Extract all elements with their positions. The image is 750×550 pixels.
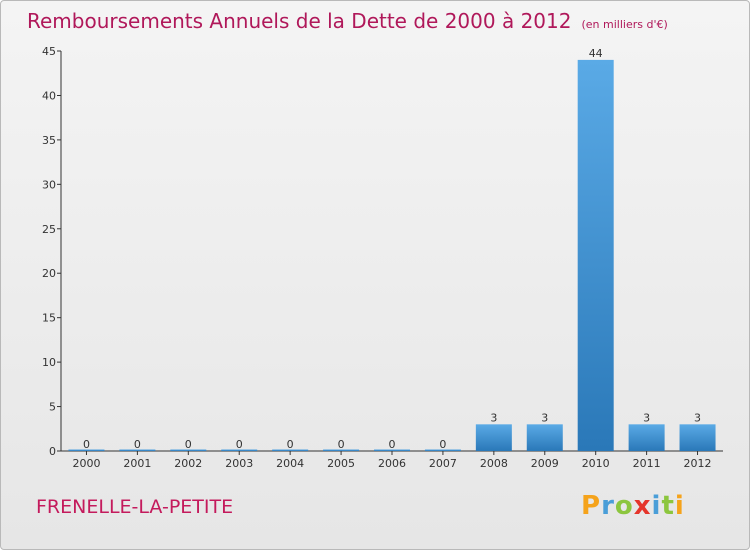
x-tick-label: 2009 bbox=[531, 457, 559, 470]
x-tick-label: 2000 bbox=[72, 457, 100, 470]
proxiti-logo[interactable]: Proxiti bbox=[581, 491, 685, 521]
x-tick-label: 2003 bbox=[225, 457, 253, 470]
chart-title-main: Remboursements Annuels de la Dette de 20… bbox=[27, 9, 572, 33]
bar bbox=[68, 449, 105, 451]
bar bbox=[119, 449, 156, 451]
logo-letter: r bbox=[601, 491, 615, 521]
x-tick-label: 2007 bbox=[429, 457, 457, 470]
data-label: 0 bbox=[185, 438, 192, 451]
x-tick-label: 2004 bbox=[276, 457, 304, 470]
data-label: 0 bbox=[236, 438, 243, 451]
bar bbox=[577, 59, 614, 452]
y-tick-label: 20 bbox=[42, 267, 56, 280]
bar bbox=[170, 449, 207, 451]
logo-letter: t bbox=[661, 491, 675, 521]
x-tick-label: 2012 bbox=[684, 457, 712, 470]
bar bbox=[679, 424, 716, 451]
y-tick-label: 0 bbox=[49, 445, 56, 458]
x-tick-label: 2010 bbox=[582, 457, 610, 470]
data-label: 3 bbox=[490, 411, 497, 424]
logo-letter: i bbox=[651, 491, 662, 521]
data-label: 0 bbox=[338, 438, 345, 451]
data-label: 0 bbox=[389, 438, 396, 451]
x-tick-label: 2002 bbox=[174, 457, 202, 470]
data-label: 3 bbox=[541, 411, 548, 424]
x-tick-label: 2011 bbox=[633, 457, 661, 470]
data-label: 44 bbox=[589, 47, 603, 60]
y-tick-label: 35 bbox=[42, 134, 56, 147]
bar bbox=[628, 424, 665, 451]
bar bbox=[221, 449, 258, 451]
data-label: 3 bbox=[643, 411, 650, 424]
data-label: 0 bbox=[439, 438, 446, 451]
bar bbox=[526, 424, 563, 451]
data-label: 0 bbox=[287, 438, 294, 451]
logo-letter: x bbox=[633, 491, 652, 521]
bar bbox=[475, 424, 512, 451]
x-tick-label: 2008 bbox=[480, 457, 508, 470]
bar bbox=[323, 449, 360, 451]
y-tick-label: 5 bbox=[49, 401, 56, 414]
bar bbox=[424, 449, 461, 451]
bar bbox=[272, 449, 309, 451]
data-label: 0 bbox=[134, 438, 141, 451]
data-label: 3 bbox=[694, 411, 701, 424]
x-tick-label: 2006 bbox=[378, 457, 406, 470]
y-tick-label: 45 bbox=[42, 45, 56, 58]
y-tick-label: 40 bbox=[42, 89, 56, 102]
bar bbox=[374, 449, 410, 451]
data-label: 0 bbox=[83, 438, 90, 451]
y-tick-label: 25 bbox=[42, 223, 56, 236]
y-tick-label: 15 bbox=[42, 312, 56, 325]
y-tick-label: 30 bbox=[42, 178, 56, 191]
y-tick-label: 10 bbox=[42, 356, 56, 369]
x-tick-label: 2001 bbox=[123, 457, 151, 470]
x-tick-label: 2005 bbox=[327, 457, 355, 470]
logo-letter: o bbox=[614, 491, 634, 521]
chart-title: Remboursements Annuels de la Dette de 20… bbox=[27, 9, 668, 33]
logo-letter: P bbox=[581, 491, 602, 521]
logo-letter: i bbox=[674, 491, 685, 521]
place-name: FRENELLE-LA-PETITE bbox=[36, 496, 234, 518]
chart-unit: (en milliers d'€) bbox=[581, 18, 668, 31]
